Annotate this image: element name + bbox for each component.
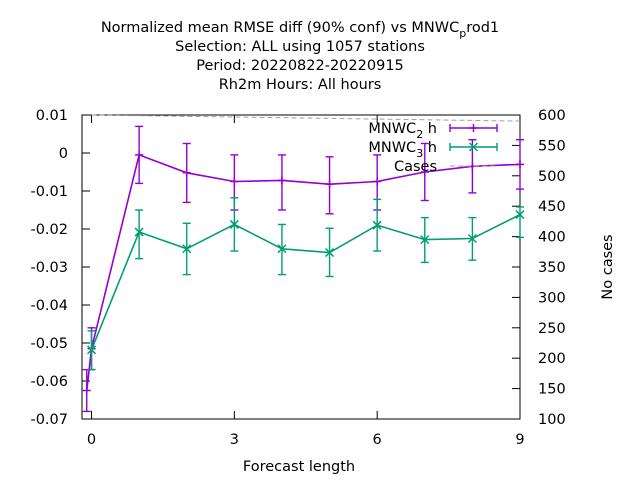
series-1-line (90, 213, 521, 351)
y-tick-label-5: -0.04 (30, 298, 68, 314)
series-0-point-0 (82, 386, 91, 395)
x-tick-label-2: 6 (373, 432, 382, 448)
y2-tick-label-2: 500 (538, 169, 566, 185)
series-0-point-6 (325, 180, 334, 189)
y-tick-label-2: -0.01 (30, 184, 68, 200)
series-1-point-7 (420, 235, 430, 245)
y-tick-label-3: -0.02 (30, 222, 68, 238)
title-line-4: Rh2m Hours: All hours (219, 77, 382, 93)
title-tail: rod1 (466, 20, 499, 36)
y2-tick-label-7: 250 (538, 321, 566, 337)
series-0-point-7 (373, 177, 382, 186)
series-1-point-9 (515, 210, 525, 220)
series-1-point-0 (86, 345, 97, 355)
legend-label-1: MNWC3 h (368, 140, 437, 160)
title-line-2: Selection: ALL using 1057 stations (175, 39, 425, 55)
series-0-point-2 (135, 150, 144, 159)
y2-tick-label-8: 200 (538, 351, 566, 367)
x-tick-label-0: 0 (87, 432, 96, 448)
chart-title: Normalized mean RMSE diff (90% conf) vs … (101, 20, 499, 93)
y2-axis: 600 550 500 450 400 350 300 250 200 150 100 (512, 108, 566, 428)
title-sub: p (459, 27, 466, 40)
y-axis: 0.01 0 -0.01 -0.02 -0.03 -0.04 -0.05 -0.06 -0.07 (30, 108, 90, 428)
series-0-line (86, 153, 521, 391)
title-line-1: Normalized mean RMSE diff (90% conf) vs … (101, 20, 499, 40)
series-0-point-3 (182, 168, 191, 177)
series-layer (82, 114, 525, 413)
x-tick-label-1: 3 (230, 432, 239, 448)
legend-marker-0 (469, 124, 478, 132)
series-0-point-4 (230, 177, 239, 186)
y2-tick-label-0: 600 (538, 108, 566, 124)
y2-axis-label: No cases (600, 234, 616, 299)
legend-label-0: MNWC2 h (368, 121, 437, 141)
y2-tick-label-1: 550 (538, 138, 566, 154)
series-1-point-6 (372, 220, 382, 230)
title-main: Normalized mean RMSE diff (90% conf) vs … (101, 20, 459, 36)
series-1-point-5 (325, 248, 335, 258)
y-tick-label-1: 0 (59, 146, 68, 162)
y-tick-label-7: -0.06 (30, 374, 68, 390)
y2-tick-label-3: 450 (538, 199, 566, 215)
y2-tick-label-5: 350 (538, 260, 566, 276)
y-tick-label-8: -0.07 (30, 412, 68, 428)
series-1-point-2 (182, 244, 192, 254)
series-1-point-1 (134, 227, 144, 237)
y-tick-label-6: -0.05 (30, 336, 68, 352)
x-axis: 0 3 6 9 (87, 115, 525, 448)
y2-tick-label-10: 100 (538, 412, 566, 428)
y2-tick-label-6: 300 (538, 290, 566, 306)
series-0-point-8 (420, 168, 429, 176)
series-0-point-10 (516, 160, 524, 169)
legend-marker-1 (468, 142, 479, 152)
x-tick-label-3: 9 (515, 432, 524, 448)
title-line-3: Period: 20220822-20220915 (196, 58, 404, 74)
series-1-point-3 (229, 219, 239, 229)
series-1-point-4 (277, 244, 287, 254)
legend-label-2: Cases (394, 159, 437, 175)
y2-tick-label-9: 150 (538, 382, 566, 398)
y-tick-label-4: -0.03 (30, 260, 68, 276)
x-axis-label: Forecast length (243, 459, 355, 475)
y2-tick-label-4: 400 (538, 230, 566, 246)
series-1-point-8 (467, 233, 477, 244)
y-tick-label-0: 0.01 (36, 108, 68, 124)
plot-frame (81, 114, 521, 420)
series-2-line (91, 114, 521, 122)
series-0-point-5 (277, 176, 286, 185)
